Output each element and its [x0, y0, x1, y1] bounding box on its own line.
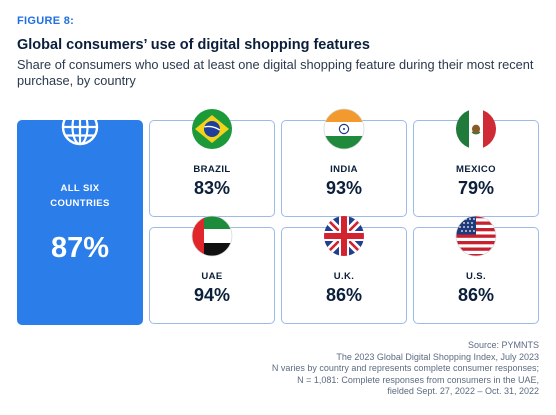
country-name: UAE [201, 271, 223, 282]
source-line: Source: PYMNTS [467, 340, 539, 350]
card-uk: U.K. 86% [281, 216, 407, 324]
source-notes: Source: PYMNTS The 2023 Global Digital S… [179, 340, 539, 398]
chart-title: Global consumers’ use of digital shoppin… [17, 37, 370, 53]
uae-flag-icon [191, 215, 233, 257]
country-value: 93% [325, 178, 363, 198]
card-uae: UAE 94% [149, 215, 275, 324]
card-us: U.S. 86% [413, 215, 539, 324]
source-line: N varies by country and represents compl… [271, 363, 539, 374]
all-countries-card: ALL SIX COUNTRIES 87% [17, 108, 143, 325]
all-label-line1: ALL SIX [60, 183, 100, 194]
source-line: The 2023 Global Digital Shopping Index, … [336, 351, 539, 362]
card-india: INDIA 93% [281, 108, 407, 217]
country-value: 94% [193, 285, 231, 305]
country-name: INDIA [330, 164, 358, 175]
country-name: BRAZIL [193, 164, 231, 175]
india-flag-icon [323, 108, 365, 150]
country-value: 83% [193, 178, 231, 198]
source-line: fielded Sept. 27, 2022 – Oct. 31, 2022 [387, 386, 539, 397]
source-line: N = 1,081: Complete responses from consu… [297, 374, 539, 385]
all-label-line2: COUNTRIES [50, 198, 110, 209]
country-name: U.K. [333, 271, 355, 282]
brazil-flag-icon [192, 109, 232, 149]
country-value: 79% [457, 178, 495, 198]
country-value: 86% [325, 285, 363, 305]
all-countries-label: ALL SIX COUNTRIES [17, 181, 143, 211]
country-name: MEXICO [456, 164, 496, 175]
us-flag-icon [455, 215, 497, 257]
card-mexico: MEXICO 79% [413, 109, 539, 217]
figure-label: FIGURE 8: [17, 15, 75, 27]
mexico-flag-icon [456, 109, 496, 149]
country-name: U.S. [465, 271, 487, 282]
chart-subtitle: Share of consumers who used at least one… [17, 57, 534, 88]
all-countries-value: 87% [50, 232, 110, 264]
globe-icon [61, 108, 99, 146]
uk-flag-icon [324, 216, 364, 256]
card-brazil: BRAZIL 83% [149, 109, 275, 217]
country-value: 86% [457, 285, 495, 305]
